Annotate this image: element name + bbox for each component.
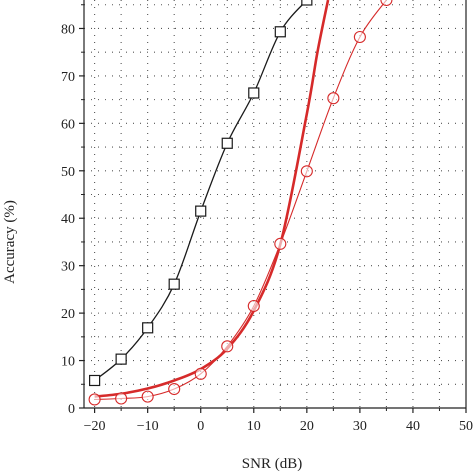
series-3-point (88, 393, 101, 406)
y-tick-label: 70 (61, 70, 75, 85)
y-tick-label: 20 (61, 307, 75, 322)
series-1-point (168, 278, 180, 290)
x-tick-label: 10 (247, 419, 261, 434)
y-tick-label: 0 (68, 402, 75, 417)
series-1-point (142, 322, 154, 334)
x-axis-title: SNR (dB) (242, 456, 302, 472)
series-1-point (89, 374, 101, 387)
series-1-point (195, 205, 207, 217)
x-tick-label: 50 (459, 419, 473, 434)
x-tick-label: 30 (353, 419, 367, 434)
series-3 (88, 0, 393, 406)
series-3-point (353, 30, 366, 44)
series-3-point (115, 392, 128, 405)
series-3-point (141, 390, 154, 403)
series-3-point (247, 299, 260, 313)
y-tick-label: 40 (61, 212, 75, 227)
y-tick-label: 30 (61, 260, 75, 275)
series-3-point (194, 367, 207, 380)
series-1-point (221, 137, 233, 149)
x-tick-label: 40 (406, 419, 420, 434)
series-1-point (248, 87, 260, 99)
series-1-point (115, 353, 127, 365)
y-tick-label: 80 (61, 22, 75, 37)
x-tick-label: −10 (137, 419, 159, 434)
x-tick-label: 0 (197, 419, 204, 434)
series-3-point (380, 0, 393, 7)
y-tick-label: 10 (61, 355, 75, 370)
y-tick-label: 50 (61, 165, 75, 180)
x-tick-label: 20 (300, 419, 314, 434)
series-1-point (301, 0, 313, 6)
y-axis-title: Accuracy (%) (2, 200, 18, 284)
series-layer (88, 0, 393, 406)
series-3-point (327, 92, 340, 105)
series-3-point (274, 237, 287, 250)
series-3-point (221, 340, 234, 353)
x-tick-label: −20 (84, 419, 106, 434)
series-3-point (168, 382, 181, 396)
series-1-point (274, 26, 286, 38)
y-tick-label: 60 (61, 117, 75, 132)
grid (84, 0, 466, 408)
series-3-point (300, 165, 313, 178)
ticks: −20 −10 0 10 20 30 40 50 0 10 20 30 40 50 60 70 80 (61, 4, 473, 434)
series-1 (89, 0, 313, 387)
